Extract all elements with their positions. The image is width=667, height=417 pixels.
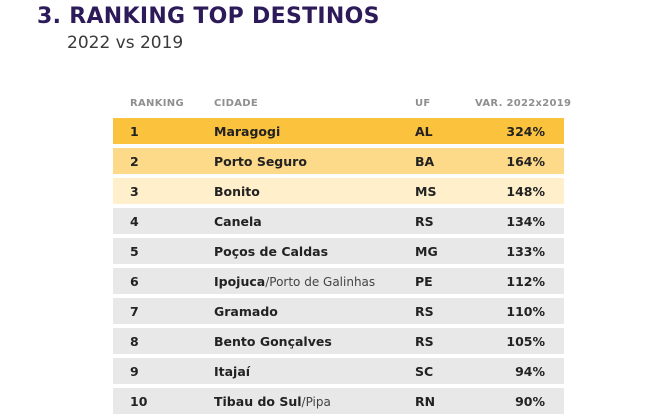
table-row: 9 Itajaí SC 94%: [113, 358, 564, 384]
ranking-table: RANKING CIDADE UF VAR. 2022x2019 1 Marag…: [113, 92, 572, 414]
variation-cell: 148%: [506, 183, 545, 199]
city-name: Maragogi: [214, 123, 281, 139]
variation-cell: 94%: [515, 363, 545, 379]
rank-cell: 4: [130, 213, 139, 229]
variation-cell: 324%: [506, 123, 545, 139]
table-row: 2 Porto Seguro BA 164%: [113, 148, 564, 174]
table-row: 8 Bento Gonçalves RS 105%: [113, 328, 564, 354]
variation-cell: 133%: [506, 243, 545, 259]
city-cell: Tibau do Sul/Pipa: [214, 394, 415, 409]
city-cell: Ipojuca/Porto de Galinhas: [214, 274, 415, 289]
uf-cell: BA: [415, 153, 435, 169]
page-title: 3. RANKING TOP DESTINOS: [37, 4, 380, 29]
table-row: 7 Gramado RS 110%: [113, 298, 564, 324]
city-name: Itajaí: [214, 363, 251, 379]
city-name: Bento Gonçalves: [214, 333, 332, 349]
rank-cell: 10: [130, 393, 148, 409]
city-extra: /Pipa: [301, 394, 331, 409]
table-header: RANKING CIDADE UF VAR. 2022x2019: [113, 92, 572, 114]
variation-cell: 110%: [506, 303, 545, 319]
variation-cell: 105%: [506, 333, 545, 349]
uf-cell: AL: [415, 123, 433, 139]
uf-cell: RS: [415, 333, 434, 349]
uf-cell: SC: [415, 363, 434, 379]
city-name: Canela: [214, 213, 262, 229]
uf-cell: RS: [415, 303, 434, 319]
rank-cell: 1: [130, 123, 139, 139]
uf-cell: PE: [415, 273, 433, 289]
table-row: 3 Bonito MS 148%: [113, 178, 564, 204]
city-name: Bonito: [214, 183, 260, 199]
city-name: Poços de Caldas: [214, 243, 329, 259]
page-subtitle: 2022 vs 2019: [67, 33, 184, 53]
city-cell: Canela: [214, 214, 415, 229]
uf-cell: RS: [415, 213, 434, 229]
variation-cell: 164%: [506, 153, 545, 169]
city-cell: Porto Seguro: [214, 154, 415, 169]
column-header-cidade: CIDADE: [214, 97, 259, 109]
city-cell: Poços de Caldas: [214, 244, 415, 259]
uf-cell: MS: [415, 183, 437, 199]
variation-cell: 90%: [515, 393, 545, 409]
city-name: Ipojuca: [214, 273, 266, 289]
uf-cell: MG: [415, 243, 438, 259]
column-header-uf: UF: [415, 97, 431, 109]
city-cell: Bento Gonçalves: [214, 334, 415, 349]
rank-cell: 8: [130, 333, 139, 349]
uf-cell: RN: [415, 393, 436, 409]
city-extra: /Porto de Galinhas: [265, 274, 376, 289]
rank-cell: 5: [130, 243, 139, 259]
rank-cell: 9: [130, 363, 139, 379]
table-row: 10 Tibau do Sul/Pipa RN 90%: [113, 388, 564, 414]
rank-cell: 7: [130, 303, 139, 319]
rank-cell: 6: [130, 273, 139, 289]
rank-cell: 3: [130, 183, 139, 199]
table-row: 1 Maragogi AL 324%: [113, 118, 564, 144]
city-cell: Bonito: [214, 184, 415, 199]
variation-cell: 112%: [506, 273, 545, 289]
variation-cell: 134%: [506, 213, 545, 229]
table-row: 4 Canela RS 134%: [113, 208, 564, 234]
city-name: Porto Seguro: [214, 153, 307, 169]
city-name: Tibau do Sul: [214, 393, 302, 409]
city-name: Gramado: [214, 303, 278, 319]
table-row: 6 Ipojuca/Porto de Galinhas PE 112%: [113, 268, 564, 294]
rank-cell: 2: [130, 153, 139, 169]
city-cell: Gramado: [214, 304, 415, 319]
column-header-variacao: VAR. 2022x2019: [475, 97, 572, 109]
table-row: 5 Poços de Caldas MG 133%: [113, 238, 564, 264]
city-cell: Itajaí: [214, 364, 415, 379]
column-header-ranking: RANKING: [130, 97, 184, 109]
city-cell: Maragogi: [214, 124, 415, 139]
